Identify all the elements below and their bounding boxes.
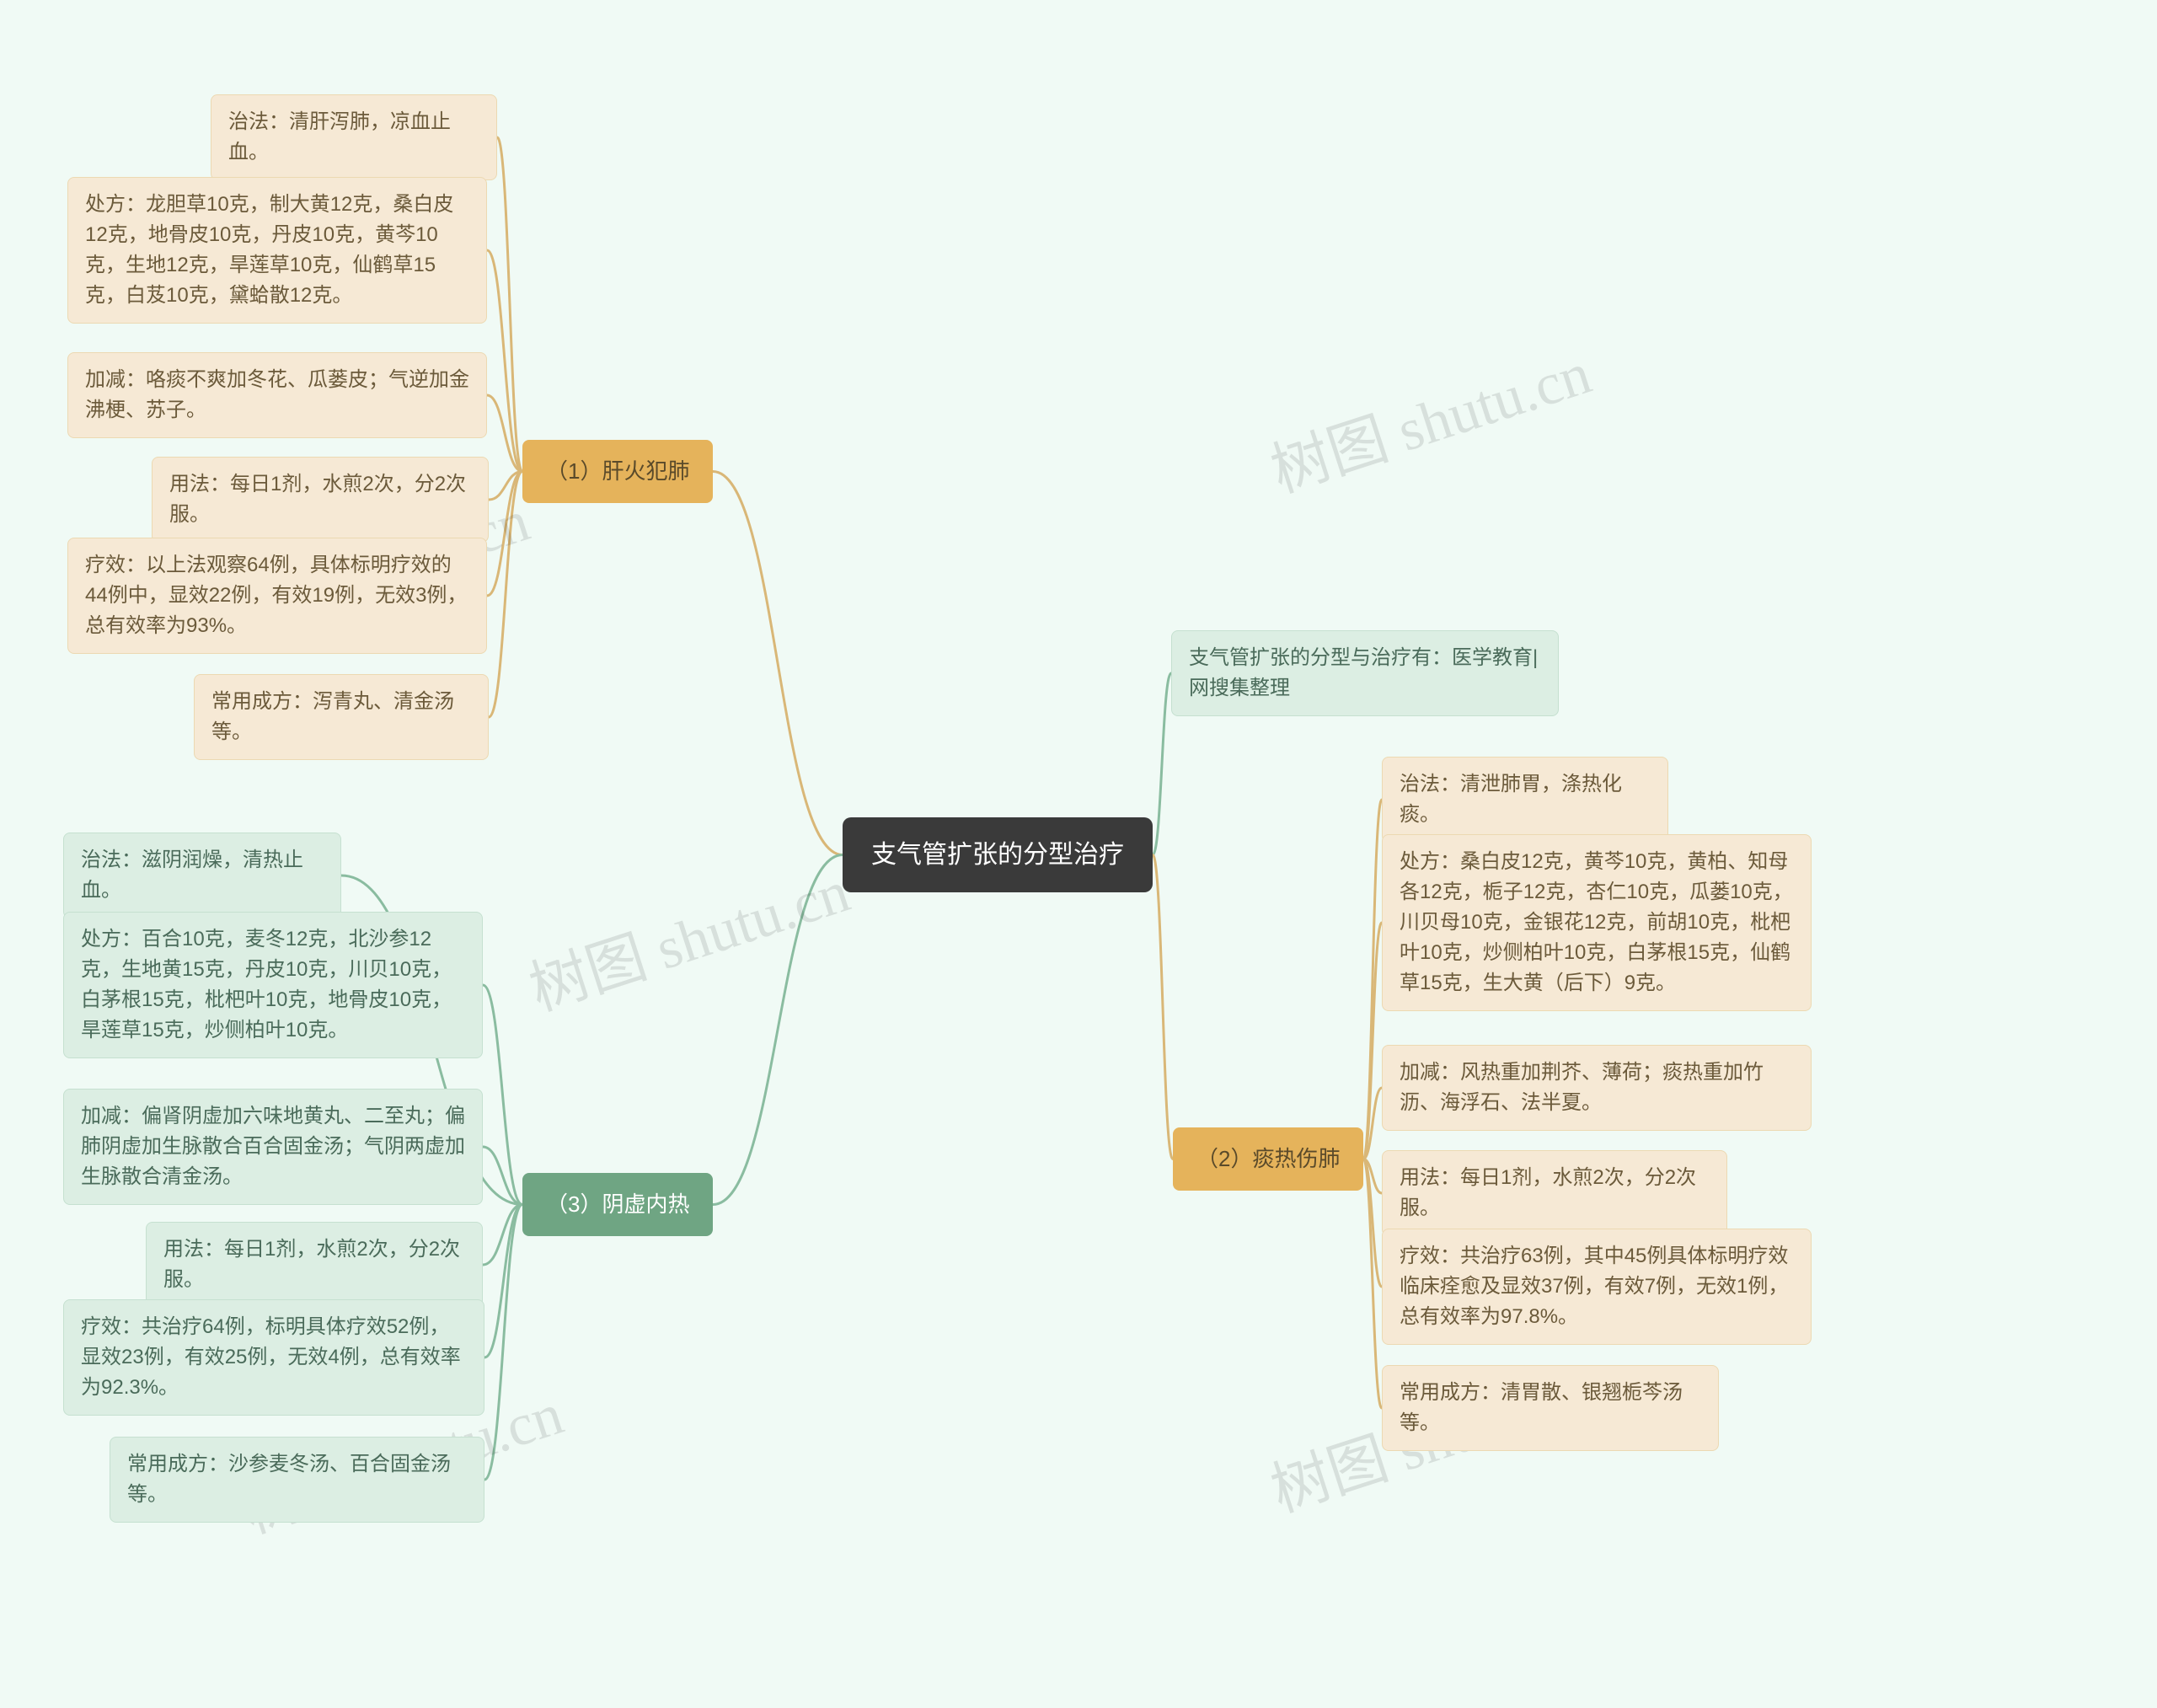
leaf-b2-0: 治法：清泄肺胃，涤热化痰。 [1382, 757, 1668, 843]
leaf-b3-2: 加减：偏肾阴虚加六味地黄丸、二至丸；偏肺阴虚加生脉散合百合固金汤；气阴两虚加生脉… [63, 1089, 483, 1205]
leaf-b2-1: 处方：桑白皮12克，黄芩10克，黄柏、知母各12克，栀子12克，杏仁10克，瓜蒌… [1382, 834, 1812, 1011]
branch-b2: （2）痰热伤肺 [1173, 1127, 1363, 1191]
leaf-b2-4: 疗效：共治疗63例，其中45例具体标明疗效临床痊愈及显效37例，有效7例，无效1… [1382, 1229, 1812, 1345]
leaf-b1-5: 常用成方：泻青丸、清金汤等。 [194, 674, 489, 760]
center-node: 支气管扩张的分型治疗 [843, 817, 1153, 892]
branch-b3: （3）阴虚内热 [522, 1173, 713, 1236]
leaf-b3-1: 处方：百合10克，麦冬12克，北沙参12克，生地黄15克，丹皮10克，川贝10克… [63, 912, 483, 1058]
leaf-b1-1: 处方：龙胆草10克，制大黄12克，桑白皮12克，地骨皮10克，丹皮10克，黄芩1… [67, 177, 487, 324]
leaf-b2-5: 常用成方：清胃散、银翘栀芩汤等。 [1382, 1365, 1719, 1451]
watermark: 树图 shutu.cn [1259, 326, 1600, 509]
leaf-b1-2: 加减：咯痰不爽加冬花、瓜蒌皮；气逆加金沸梗、苏子。 [67, 352, 487, 438]
leaf-b2-3: 用法：每日1剂，水煎2次，分2次服。 [1382, 1150, 1727, 1236]
leaf-b3-5: 常用成方：沙参麦冬汤、百合固金汤等。 [110, 1437, 484, 1523]
leaf-b2-2: 加减：风热重加荆芥、薄荷；痰热重加竹沥、海浮石、法半夏。 [1382, 1045, 1812, 1131]
leaf-b1-4: 疗效：以上法观察64例，具体标明疗效的44例中，显效22例，有效19例，无效3例… [67, 538, 487, 654]
leaf-b3-3: 用法：每日1剂，水煎2次，分2次服。 [146, 1222, 483, 1308]
branch-b1: （1）肝火犯肺 [522, 440, 713, 503]
watermark: 树图 shutu.cn [517, 844, 859, 1027]
leaf-b1-0: 治法：清肝泻肺，凉血止血。 [211, 94, 497, 180]
leaf-b3-0: 治法：滋阴润燥，清热止血。 [63, 833, 341, 918]
leaf-b3-4: 疗效：共治疗64例，标明具体疗效52例，显效23例，有效25例，无效4例，总有效… [63, 1299, 484, 1416]
header-note: 支气管扩张的分型与治疗有：医学教育|网搜集整理 [1171, 630, 1559, 716]
leaf-b1-3: 用法：每日1剂，水煎2次，分2次服。 [152, 457, 489, 543]
